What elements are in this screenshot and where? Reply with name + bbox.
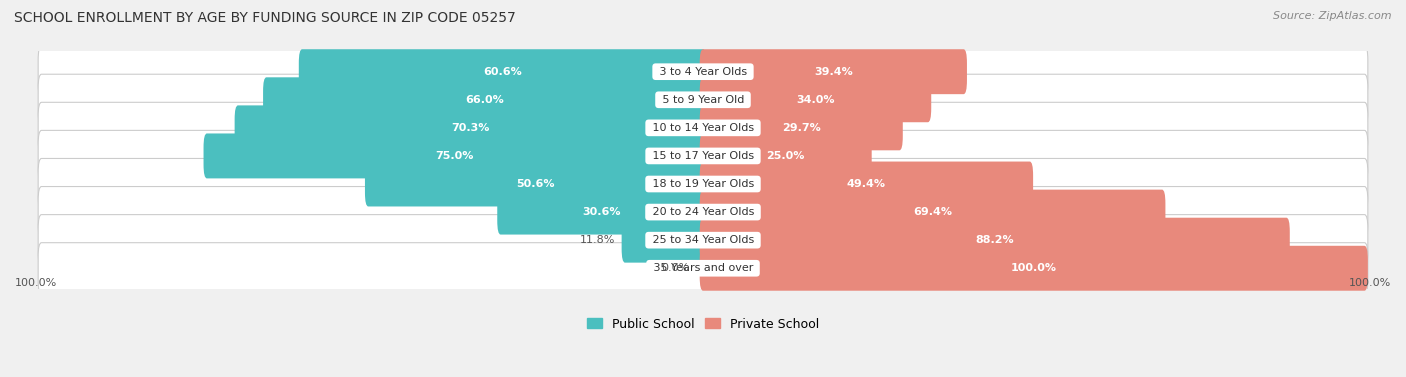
- FancyBboxPatch shape: [498, 190, 706, 234]
- Text: 3 to 4 Year Olds: 3 to 4 Year Olds: [655, 67, 751, 77]
- FancyBboxPatch shape: [299, 49, 706, 94]
- FancyBboxPatch shape: [700, 106, 903, 150]
- FancyBboxPatch shape: [38, 158, 1368, 210]
- Text: 100.0%: 100.0%: [15, 279, 58, 288]
- FancyBboxPatch shape: [700, 162, 1033, 207]
- Text: 70.3%: 70.3%: [451, 123, 489, 133]
- Text: 15 to 17 Year Olds: 15 to 17 Year Olds: [648, 151, 758, 161]
- FancyBboxPatch shape: [38, 46, 1368, 97]
- Text: 35 Years and over: 35 Years and over: [650, 263, 756, 273]
- FancyBboxPatch shape: [235, 106, 706, 150]
- Text: 0.0%: 0.0%: [661, 263, 690, 273]
- FancyBboxPatch shape: [38, 74, 1368, 125]
- Text: 49.4%: 49.4%: [846, 179, 886, 189]
- Text: Source: ZipAtlas.com: Source: ZipAtlas.com: [1274, 11, 1392, 21]
- Text: 10 to 14 Year Olds: 10 to 14 Year Olds: [648, 123, 758, 133]
- FancyBboxPatch shape: [38, 187, 1368, 238]
- FancyBboxPatch shape: [700, 133, 872, 178]
- Text: 100.0%: 100.0%: [1348, 279, 1391, 288]
- Text: 25 to 34 Year Olds: 25 to 34 Year Olds: [648, 235, 758, 245]
- Text: 100.0%: 100.0%: [1011, 263, 1057, 273]
- Text: 34.0%: 34.0%: [796, 95, 835, 105]
- FancyBboxPatch shape: [700, 77, 931, 122]
- Text: 11.8%: 11.8%: [579, 235, 614, 245]
- FancyBboxPatch shape: [38, 102, 1368, 153]
- FancyBboxPatch shape: [700, 218, 1289, 263]
- Text: 50.6%: 50.6%: [516, 179, 555, 189]
- Text: 30.6%: 30.6%: [582, 207, 621, 217]
- FancyBboxPatch shape: [38, 130, 1368, 181]
- FancyBboxPatch shape: [700, 190, 1166, 234]
- FancyBboxPatch shape: [38, 215, 1368, 266]
- Text: 60.6%: 60.6%: [484, 67, 522, 77]
- Text: 5 to 9 Year Old: 5 to 9 Year Old: [658, 95, 748, 105]
- Text: 88.2%: 88.2%: [976, 235, 1014, 245]
- Text: 29.7%: 29.7%: [782, 123, 821, 133]
- FancyBboxPatch shape: [621, 218, 706, 263]
- Legend: Public School, Private School: Public School, Private School: [582, 313, 824, 336]
- Text: 18 to 19 Year Olds: 18 to 19 Year Olds: [648, 179, 758, 189]
- FancyBboxPatch shape: [366, 162, 706, 207]
- Text: 75.0%: 75.0%: [436, 151, 474, 161]
- FancyBboxPatch shape: [204, 133, 706, 178]
- Text: 20 to 24 Year Olds: 20 to 24 Year Olds: [648, 207, 758, 217]
- FancyBboxPatch shape: [263, 77, 706, 122]
- FancyBboxPatch shape: [38, 243, 1368, 294]
- FancyBboxPatch shape: [700, 49, 967, 94]
- Text: 66.0%: 66.0%: [465, 95, 505, 105]
- FancyBboxPatch shape: [700, 246, 1368, 291]
- Text: 39.4%: 39.4%: [814, 67, 852, 77]
- Text: 25.0%: 25.0%: [766, 151, 804, 161]
- Text: SCHOOL ENROLLMENT BY AGE BY FUNDING SOURCE IN ZIP CODE 05257: SCHOOL ENROLLMENT BY AGE BY FUNDING SOUR…: [14, 11, 516, 25]
- Text: 69.4%: 69.4%: [912, 207, 952, 217]
